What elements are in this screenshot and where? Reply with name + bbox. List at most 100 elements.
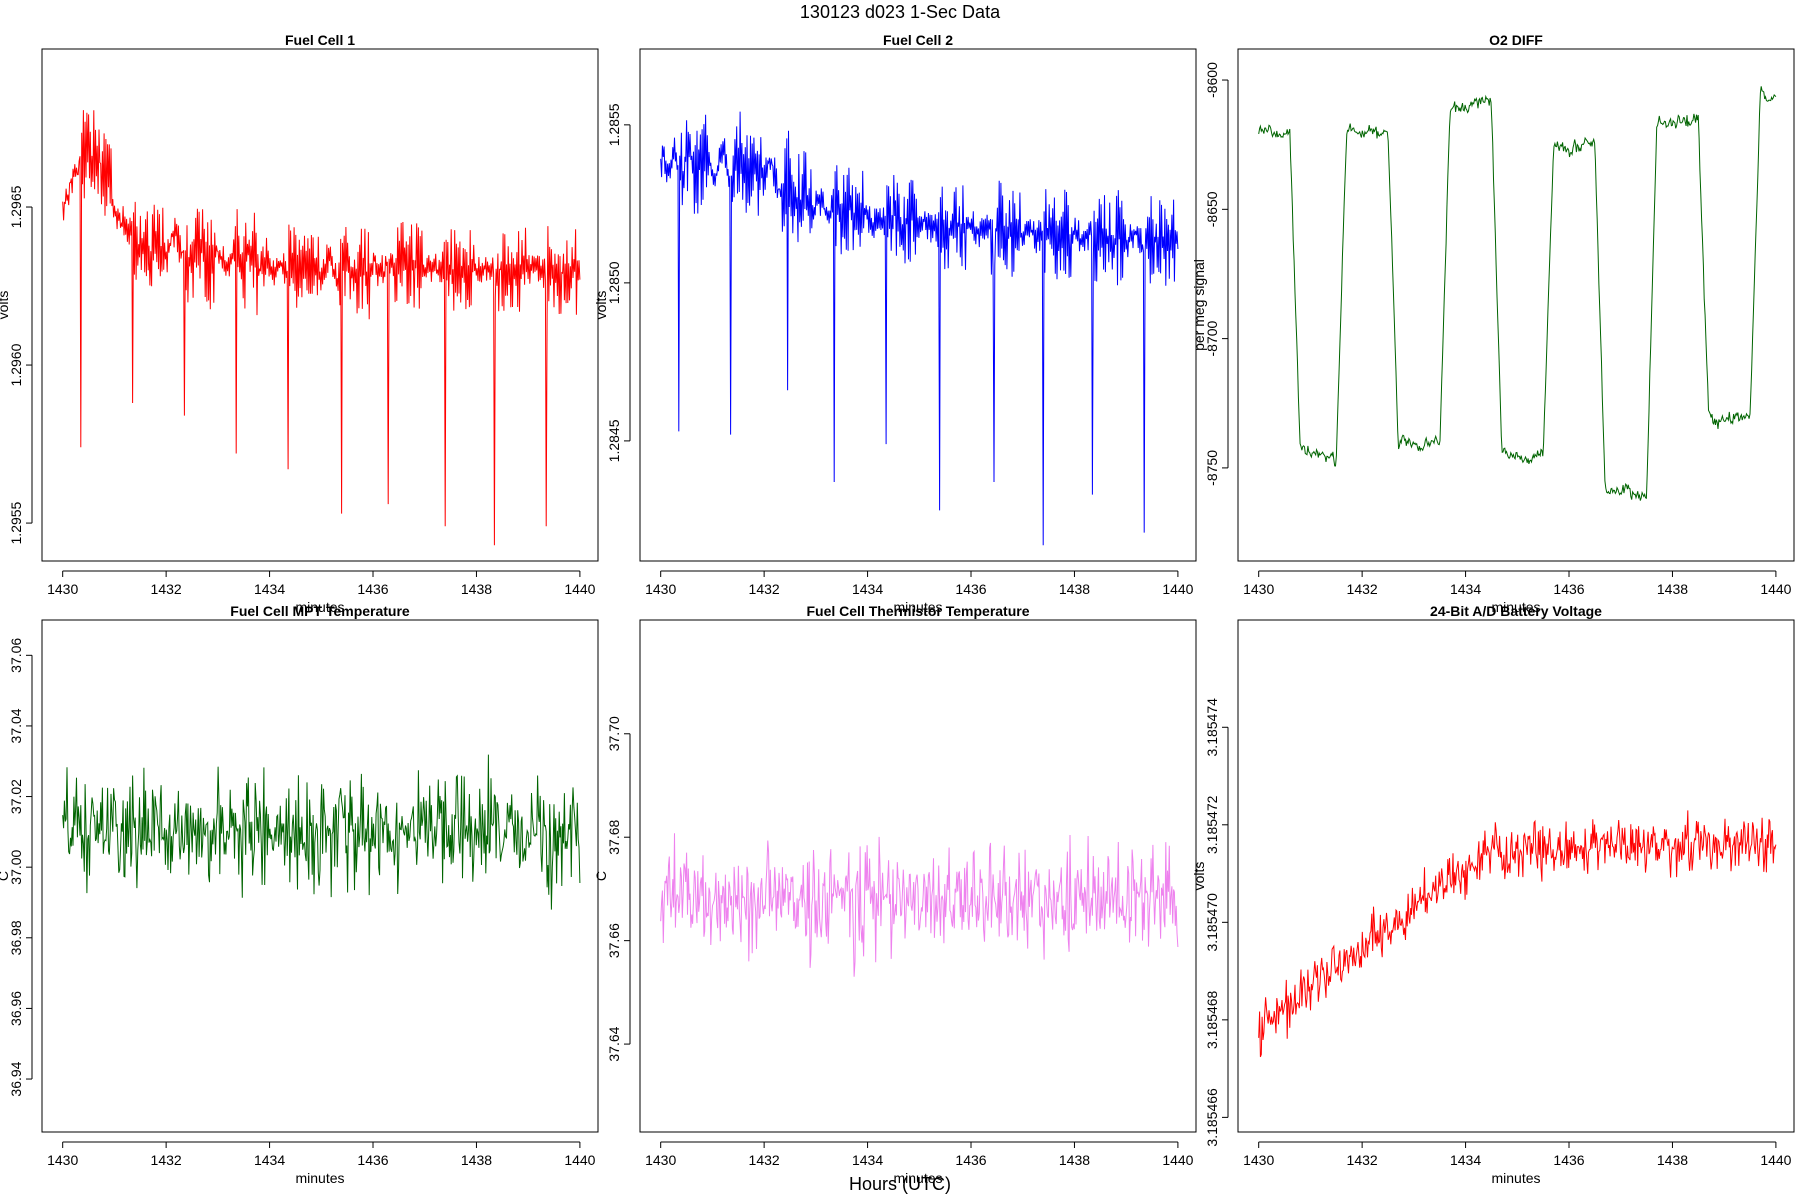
x-tick-label: 1438 <box>1657 581 1688 597</box>
x-axis-label: minutes <box>1491 599 1540 615</box>
figure-title: 130123 d023 1-Sec Data <box>800 2 1001 22</box>
y-tick-label: -8750 <box>1204 450 1220 486</box>
y-tick-label: 37.68 <box>606 819 622 854</box>
x-tick-label: 1434 <box>1450 1152 1481 1168</box>
y-axis-label: per meg signal <box>1191 259 1207 351</box>
y-tick-label: 1.2850 <box>606 261 622 304</box>
y-tick-label: 36.94 <box>8 1061 24 1096</box>
series-line <box>62 110 581 546</box>
x-tick-label: 1436 <box>1553 1152 1584 1168</box>
x-tick-label: 1440 <box>1760 581 1791 597</box>
x-tick-label: 1436 <box>357 581 388 597</box>
x-tick-label: 1430 <box>47 581 78 597</box>
y-axis-label: C <box>0 871 11 881</box>
panel-title: Fuel Cell MPT Temperature <box>230 603 410 619</box>
y-tick-label: -8600 <box>1204 62 1220 98</box>
x-tick-label: 1436 <box>1553 581 1584 597</box>
x-tick-label: 1434 <box>254 1152 285 1168</box>
x-tick-label: 1436 <box>955 581 986 597</box>
y-axis-label: C <box>593 871 609 881</box>
y-tick-label: -8700 <box>1204 321 1220 357</box>
x-tick-label: 1430 <box>1243 581 1274 597</box>
series-line <box>1258 86 1777 501</box>
series-line <box>1258 810 1777 1058</box>
x-tick-label: 1438 <box>461 1152 492 1168</box>
x-axis-label: minutes <box>893 1170 942 1186</box>
x-tick-label: 1432 <box>151 1152 182 1168</box>
panel-title: 24-Bit A/D Battery Voltage <box>1430 603 1602 619</box>
x-tick-label: 1440 <box>1162 581 1193 597</box>
y-tick-label: 37.64 <box>606 1026 622 1061</box>
x-tick-label: 1440 <box>1760 1152 1791 1168</box>
panel-title: Fuel Cell 2 <box>883 32 953 48</box>
y-tick-label: 37.00 <box>8 849 24 884</box>
x-tick-label: 1438 <box>1059 581 1090 597</box>
x-tick-label: 1432 <box>151 581 182 597</box>
y-tick-label: 3.185472 <box>1204 795 1220 854</box>
x-tick-label: 1430 <box>645 1152 676 1168</box>
panel-3: O2 DIFF 1430 1432 1434 1436 1438 1440 minutes -8… <box>1191 32 1795 615</box>
panel-2: Fuel Cell 2 1430 1432 1434 1436 1438 1440 minut… <box>593 32 1197 615</box>
plot-frame <box>41 48 599 562</box>
x-tick-label: 1430 <box>47 1152 78 1168</box>
y-tick-label: 3.185466 <box>1204 1088 1220 1147</box>
x-axis-label: minutes <box>295 1170 344 1186</box>
y-tick-label: 37.04 <box>8 708 24 743</box>
y-tick-label: 1.2960 <box>8 343 24 386</box>
figure-xlabel: Hours (UTC) <box>849 1174 951 1194</box>
x-tick-label: 1434 <box>852 1152 883 1168</box>
y-tick-label: 3.185474 <box>1204 698 1220 757</box>
x-tick-label: 1432 <box>749 581 780 597</box>
y-tick-label: 3.185470 <box>1204 893 1220 952</box>
plot-frame <box>41 619 599 1133</box>
x-axis-label: minutes <box>295 599 344 615</box>
y-tick-label: 37.06 <box>8 638 24 673</box>
x-tick-label: 1434 <box>852 581 883 597</box>
x-tick-label: 1432 <box>1347 581 1378 597</box>
x-tick-label: 1440 <box>1162 1152 1193 1168</box>
y-tick-label: 1.2845 <box>606 419 622 462</box>
y-axis-label: volts <box>1191 862 1207 891</box>
panel-4: Fuel Cell MPT Temperature 1430 1432 1434 143… <box>0 603 599 1186</box>
panel-1: Fuel Cell 1 1430 1432 1434 1436 1438 1440 minut… <box>0 32 599 615</box>
x-axis-label: minutes <box>1491 1170 1540 1186</box>
y-tick-label: 37.66 <box>606 923 622 958</box>
plot-frame <box>1237 619 1795 1133</box>
plot-frame <box>639 619 1197 1133</box>
series-line <box>660 111 1179 546</box>
x-tick-label: 1438 <box>1059 1152 1090 1168</box>
x-tick-label: 1430 <box>1243 1152 1274 1168</box>
series-line <box>62 754 581 910</box>
x-tick-label: 1430 <box>645 581 676 597</box>
y-tick-label: 1.2965 <box>8 185 24 228</box>
y-tick-label: 36.98 <box>8 920 24 955</box>
y-tick-label: 37.70 <box>606 716 622 751</box>
x-tick-label: 1432 <box>1347 1152 1378 1168</box>
x-tick-label: 1436 <box>357 1152 388 1168</box>
panel-title: Fuel Cell Thermistor Temperature <box>806 603 1029 619</box>
x-tick-label: 1434 <box>254 581 285 597</box>
x-axis-label: minutes <box>893 599 942 615</box>
y-tick-label: -8650 <box>1204 191 1220 227</box>
y-axis-label: volts <box>0 291 11 320</box>
x-tick-label: 1436 <box>955 1152 986 1168</box>
x-tick-label: 1440 <box>564 1152 595 1168</box>
y-tick-label: 1.2855 <box>606 103 622 146</box>
panel-title: O2 DIFF <box>1489 32 1543 48</box>
y-tick-label: 1.2955 <box>8 501 24 544</box>
plot-frame <box>1237 48 1795 562</box>
plot-frame <box>639 48 1197 562</box>
panel-6: 24-Bit A/D Battery Voltage 1430 1432 1434 14… <box>1191 603 1795 1186</box>
y-tick-label: 3.185468 <box>1204 990 1220 1049</box>
y-axis-label: volts <box>593 291 609 320</box>
y-tick-label: 37.02 <box>8 779 24 814</box>
x-tick-label: 1438 <box>1657 1152 1688 1168</box>
x-tick-label: 1438 <box>461 581 492 597</box>
panel-5: Fuel Cell Thermistor Temperature 1430 1432… <box>593 603 1197 1186</box>
panel-title: Fuel Cell 1 <box>285 32 355 48</box>
x-tick-label: 1432 <box>749 1152 780 1168</box>
x-tick-label: 1440 <box>564 581 595 597</box>
series-line <box>660 833 1179 977</box>
y-tick-label: 36.96 <box>8 991 24 1026</box>
